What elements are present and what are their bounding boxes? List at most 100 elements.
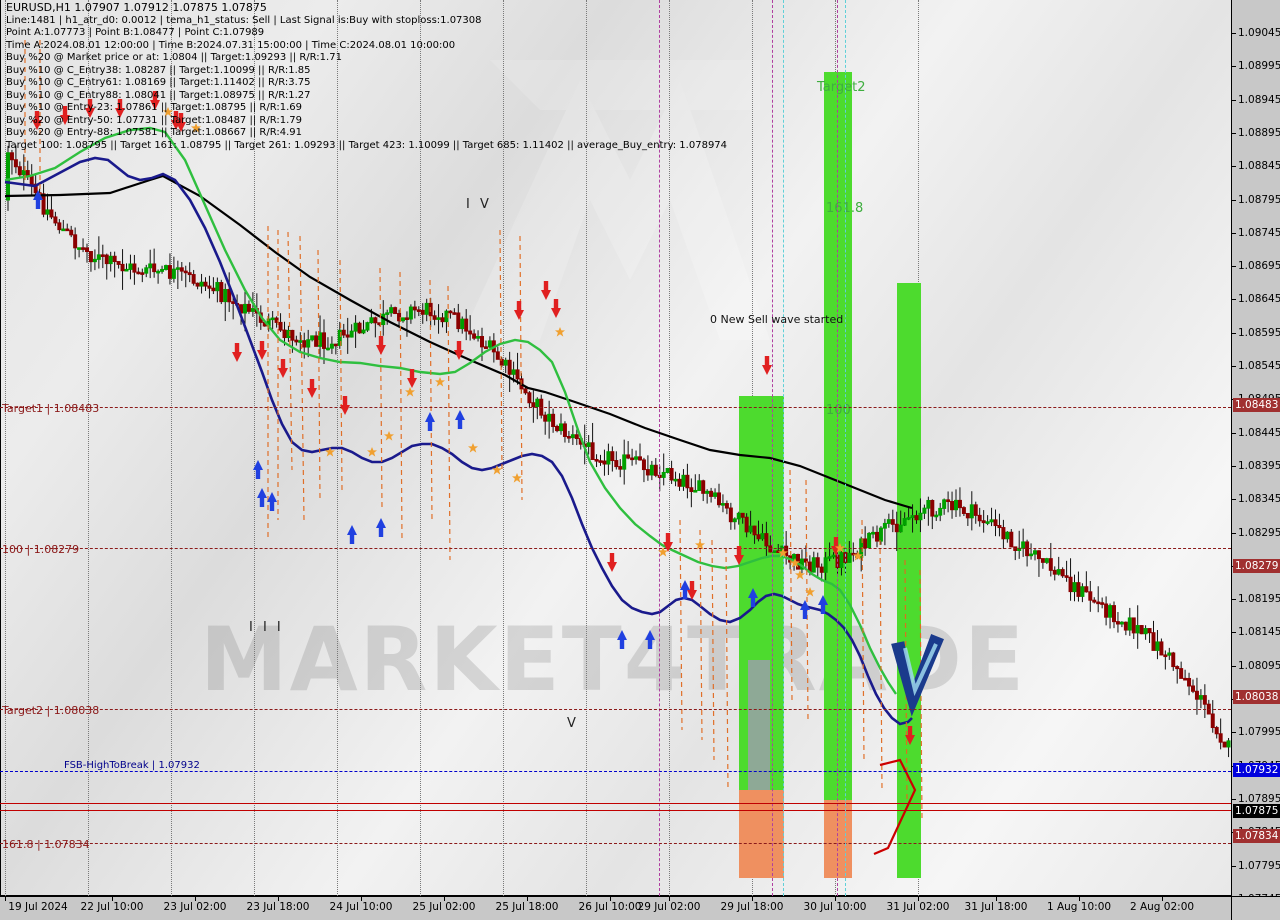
candle xyxy=(626,454,631,459)
candle xyxy=(187,272,192,276)
price-tick xyxy=(1232,732,1236,734)
time-tick-label: 29 Jul 02:00 xyxy=(637,901,701,913)
candle xyxy=(914,515,919,521)
time-tick-label: 25 Jul 18:00 xyxy=(495,901,559,913)
candle xyxy=(511,369,516,375)
candle xyxy=(898,524,903,533)
candle xyxy=(499,358,504,366)
price-series-canvas xyxy=(4,40,1231,856)
candle xyxy=(1029,553,1034,557)
candle xyxy=(365,322,370,331)
candle xyxy=(875,531,879,542)
candle xyxy=(199,281,204,287)
candle xyxy=(144,267,149,274)
candle xyxy=(25,170,30,176)
zone-green-2 xyxy=(824,72,852,878)
buy-arrow-icon xyxy=(455,410,465,429)
candle xyxy=(1127,617,1132,631)
candle xyxy=(926,499,931,509)
candle xyxy=(132,263,137,273)
sell-arrow-icon xyxy=(541,281,551,300)
price-tick-label: 1.08795 xyxy=(1238,193,1280,206)
candle xyxy=(440,317,445,323)
candle xyxy=(73,234,78,249)
candle xyxy=(993,519,998,527)
candle xyxy=(894,523,899,533)
level-line-last xyxy=(0,810,1231,811)
candle xyxy=(1044,558,1049,563)
candle xyxy=(1001,527,1006,540)
candle xyxy=(728,507,733,523)
candle xyxy=(227,288,232,303)
price-tick xyxy=(1232,632,1236,634)
candle xyxy=(136,271,141,275)
candle xyxy=(527,392,532,404)
candle xyxy=(171,268,176,279)
info-line: Buy %20 @ Market price or at: 1.0804 || … xyxy=(6,52,342,63)
candle xyxy=(128,263,133,270)
chart-plot-area[interactable]: MARKET4TRADE Target2 161.8 100 Tar xyxy=(0,0,1231,896)
candle xyxy=(88,251,93,263)
candle xyxy=(17,166,22,176)
candle xyxy=(13,159,18,168)
candle xyxy=(957,499,962,509)
signal-star-icon xyxy=(367,447,377,457)
day-separator xyxy=(254,0,255,896)
time-tick xyxy=(669,897,670,901)
sell-arrow-icon xyxy=(762,356,772,375)
candle xyxy=(337,329,342,346)
signal-star-icon xyxy=(695,540,705,550)
price-tick-label: 1.07795 xyxy=(1238,859,1280,872)
time-tick xyxy=(1079,897,1080,901)
candle xyxy=(179,267,184,272)
candle xyxy=(156,270,161,274)
time-scale[interactable]: 19 Jul 2024 22 Jul 10:00 23 Jul 02:00 23 Ju… xyxy=(0,896,1231,920)
zone-gray-1 xyxy=(748,660,770,790)
price-tick xyxy=(1232,499,1236,501)
candle xyxy=(634,456,639,460)
candle xyxy=(515,369,520,380)
candle xyxy=(574,434,579,440)
buy-arrow-icon xyxy=(645,630,655,649)
price-tick-label: 1.07895 xyxy=(1238,792,1280,805)
time-tick-label: 25 Jul 02:00 xyxy=(412,901,476,913)
candle xyxy=(669,467,674,481)
level-line-1618 xyxy=(0,843,1231,844)
candle xyxy=(673,478,678,482)
candle xyxy=(630,457,635,461)
price-scale[interactable]: 1.09045 1.08995 1.08945 1.08895 1.08845 1.087… xyxy=(1231,0,1280,905)
wave-marker-line xyxy=(659,0,660,896)
info-line: Time A:2024.08.01 12:00:00 | Time B:2024… xyxy=(6,39,456,51)
candle xyxy=(732,518,737,523)
candle xyxy=(606,451,611,465)
roman-numeral-iv: I V xyxy=(466,197,492,212)
candle xyxy=(649,464,654,476)
candle xyxy=(278,321,283,331)
level-label-100: 100 | 1.08279 xyxy=(2,543,80,556)
price-tick xyxy=(1232,66,1236,68)
candle xyxy=(41,193,46,215)
candle xyxy=(566,435,571,439)
price-tick-label: 1.08995 xyxy=(1238,60,1280,73)
candle xyxy=(886,519,891,524)
candle xyxy=(357,322,362,334)
candle xyxy=(752,525,757,536)
candle xyxy=(697,480,702,491)
time-tick-label: 2 Aug 02:00 xyxy=(1129,901,1195,913)
candle xyxy=(175,267,180,270)
sell-arrow-icon xyxy=(734,546,744,565)
candle xyxy=(717,492,721,506)
zone-orange-1 xyxy=(739,790,784,878)
candle xyxy=(1131,617,1136,634)
candle xyxy=(294,339,299,343)
candle xyxy=(973,504,978,516)
buy-arrow-icon xyxy=(818,595,828,614)
price-tick xyxy=(1232,465,1236,467)
price-tick-label: 1.08845 xyxy=(1238,160,1280,173)
candle xyxy=(250,308,255,312)
signal-star-icon xyxy=(405,387,415,397)
info-line: Buy %20 @ Entry-88: 1.07581 || Target:1.… xyxy=(6,127,302,138)
candle xyxy=(863,538,868,549)
buy-arrow-icon xyxy=(425,412,435,431)
sell-arrow-icon xyxy=(663,533,673,552)
